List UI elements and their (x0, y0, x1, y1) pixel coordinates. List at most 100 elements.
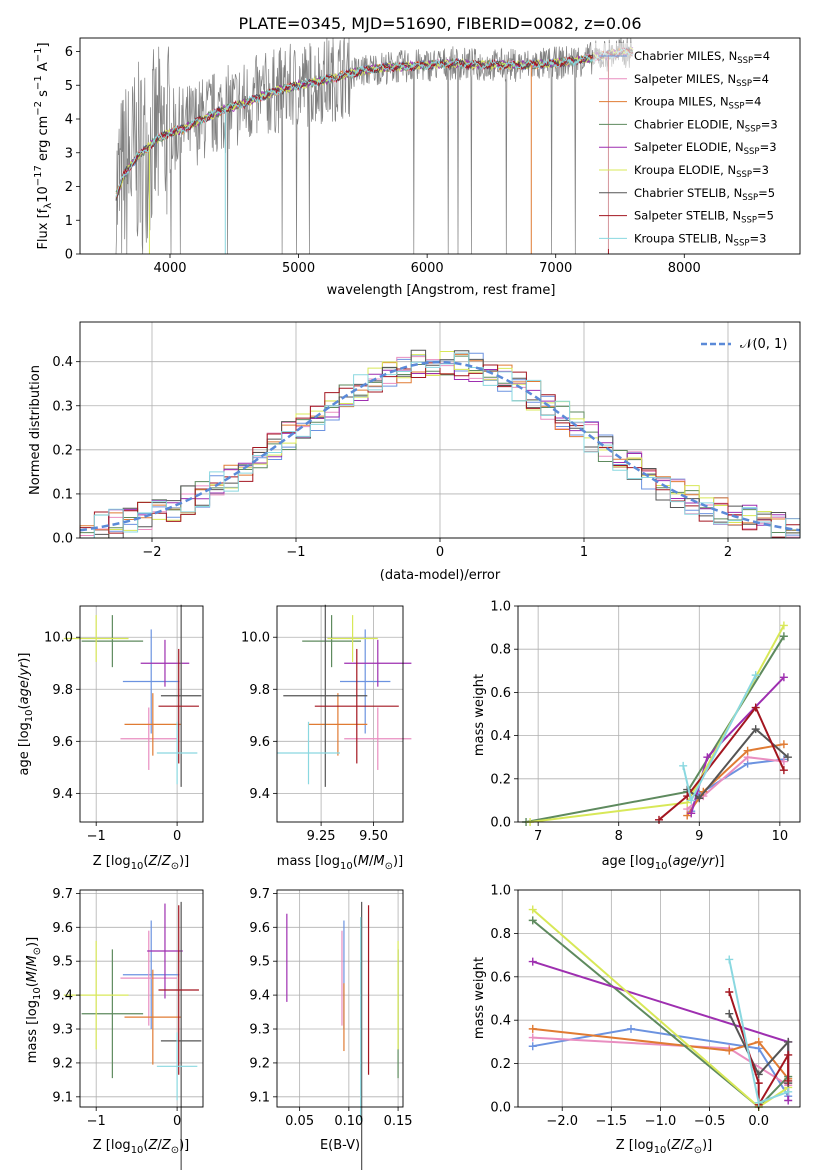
y-tick-label: 0.3 (52, 399, 73, 414)
weight-marker (528, 1024, 537, 1033)
weight-marker (725, 1009, 734, 1018)
x-tick-label: 4000 (153, 261, 186, 276)
residuals-xlabel: (data-model)/error (380, 568, 501, 583)
weight-line (532, 1027, 790, 1097)
x-tick-label: −0.5 (694, 1114, 726, 1129)
legend-entry-chabrier-elodie: Chabrier ELODIE, NSSP=3 (634, 117, 778, 134)
legend-entry-chabrier-stelib: Chabrier STELIB, NSSP=5 (634, 186, 775, 203)
weight-marker (779, 673, 788, 682)
y-tick-label: 9.5 (52, 955, 73, 970)
legend-entry-salpeter-stelib: Salpeter STELIB, NSSP=5 (634, 209, 774, 226)
spectrum-ylabel: Flux [fλ10−17 erg cm−2 s−1 A−1] (33, 42, 54, 249)
age-vs-mass-axes: 9.25 9.50 9.4 9.6 9.8 10.0 (241, 605, 404, 844)
y-tick-label: 9.8 (52, 683, 73, 698)
gaussian-curve (79, 360, 801, 532)
y-tick-label: 9.5 (249, 955, 270, 970)
x-tick-label: 0.10 (334, 1114, 363, 1129)
residuals-panel: −2 −1 0 1 2 0.0 0.1 0.2 0.3 0.4 𝒩(0, 1) (data-mod… (28, 321, 801, 583)
x-tick-label: 7 (534, 829, 542, 844)
weight-marker (655, 815, 663, 824)
y-tick-label: 4 (65, 113, 73, 128)
legend-entry-chabrier-miles: Chabrier MILES, NSSP=4 (634, 49, 770, 66)
y-tick-label: 0.6 (490, 970, 511, 985)
weight-marker (687, 796, 696, 805)
weight-marker (754, 1079, 763, 1088)
x-tick-label: 7000 (539, 261, 572, 276)
errorbar-salpeter-miles (120, 707, 178, 770)
residuals-legend: 𝒩(0, 1) (701, 337, 787, 352)
spectrum-legend: Chabrier MILES, NSSP=4 Salpeter MILES, NS… (593, 43, 797, 249)
errorbar-kroupa-elodie (63, 615, 129, 662)
y-tick-label: 9.2 (249, 1056, 270, 1071)
legend-entry-salpeter-miles: Salpeter MILES, NSSP=4 (634, 72, 769, 89)
age-vs-z-frame (79, 605, 204, 823)
y-tick-label: 9.3 (249, 1023, 270, 1038)
errorbar-salpeter-elodie (147, 903, 183, 999)
weight-marker (751, 703, 760, 712)
x-tick-label: 1 (580, 545, 588, 560)
errorbar-kroupa-miles (308, 693, 368, 756)
x-tick-label: −1.0 (645, 1114, 677, 1129)
weight-vs-metallicity-plot-area: −2.0 −1.5 −1.0 −0.5 0.0 0.0 0.2 0.4 0.6 0.8 1.0 (490, 884, 801, 1129)
observed-spectrum-line (115, 37, 634, 255)
y-tick-label: 0.8 (490, 927, 511, 942)
age-vs-metallicity-xlabel: Z [log10(Z/Z⊙)] (93, 854, 190, 872)
weight-marker (779, 632, 788, 641)
y-tick-label: 10.0 (241, 631, 270, 646)
mass-vs-ebv-grid (277, 890, 403, 1107)
x-tick-label: 8000 (668, 261, 701, 276)
errorbar-chabrier-miles (340, 629, 391, 734)
age-vs-mass-plot-area: 9.25 9.50 9.4 9.6 9.8 10.0 (241, 604, 412, 844)
weight-marker (528, 905, 537, 914)
y-tick-label: 1.0 (490, 600, 511, 615)
errorbar-chabrier-elodie (81, 615, 144, 668)
errorbar-kroupa-miles (124, 969, 182, 1065)
errorbar-kroupa-elodie (327, 615, 378, 662)
weight-vs-age-panel: 7 8 9 10 0.0 0.2 0.4 0.6 0.8 1.0 age [log10(age/y… (472, 600, 801, 872)
y-tick-label: 0 (65, 248, 73, 263)
mass-vs-ebv-frame (276, 889, 404, 1108)
weight-marker (784, 1037, 793, 1046)
mass-vs-z-axes: −1 0 9.1 9.2 9.3 9.4 9.5 9.6 9.7 (52, 887, 204, 1129)
errorbar-chabrier-miles (122, 920, 180, 1030)
weight-marker (528, 1042, 537, 1051)
weight-vs-age-ylabel: mass weight (472, 674, 487, 756)
y-tick-label: 9.7 (52, 887, 73, 902)
spectrum-axes: 4000 5000 6000 7000 8000 0 1 2 3 4 5 6 (65, 37, 801, 276)
errorbar-salpeter-stelib (158, 648, 199, 764)
weight-marker (783, 753, 792, 762)
mass-vs-z-marks (63, 901, 202, 1170)
residuals-ylabel: Normed distribution (28, 365, 43, 495)
mass-vs-ebv-marks (286, 901, 399, 1170)
weight-marker (743, 746, 752, 755)
spectrum-xlabel: wavelength [Angstrom, rest frame] (327, 283, 556, 298)
x-tick-label: −1 (87, 1114, 106, 1129)
weight-series-salpeter-stelib (655, 703, 788, 824)
y-tick-label: 0.4 (490, 729, 511, 744)
age-vs-mass-frame (276, 605, 404, 823)
y-tick-label: 9.6 (52, 735, 73, 750)
x-tick-label: 8 (615, 829, 623, 844)
mass-vs-ebv-plot-area: 0.05 0.10 0.15 9.1 9.2 9.3 9.4 9.5 9.6 9.7 (249, 887, 413, 1170)
y-tick-label: 5 (65, 79, 73, 94)
y-tick-label: 0.2 (490, 1057, 511, 1072)
model-spectrum-kroupa-stelib (115, 47, 634, 198)
y-tick-label: 9.1 (249, 1090, 270, 1105)
weight-vs-z-axes: −2.0 −1.5 −1.0 −0.5 0.0 0.0 0.2 0.4 0.6 0.8 1.0 (490, 884, 801, 1129)
residual-histogram-kroupa-stelib (80, 352, 801, 539)
x-tick-label: −1 (87, 829, 106, 844)
y-tick-label: 1 (65, 214, 73, 229)
weight-marker (779, 766, 788, 775)
weight-line (686, 743, 785, 817)
x-tick-label: 10 (772, 829, 789, 844)
x-tick-label: −1.5 (596, 1114, 628, 1129)
spectrum-plot-area: 4000 5000 6000 7000 8000 0 1 2 3 4 5 6 (65, 37, 801, 276)
weight-marker (626, 1024, 635, 1033)
age-vs-mass-xlabel: mass [log10(M/M⊙)] (277, 854, 403, 872)
weight-vs-age-axes: 7 8 9 10 0.0 0.2 0.4 0.6 0.8 1.0 (490, 600, 801, 844)
errorbar-salpeter-miles (344, 707, 412, 770)
y-tick-label: 0.0 (52, 532, 73, 547)
age-vs-mass-marks (277, 604, 412, 787)
weight-marker (779, 621, 788, 630)
weight-marker (784, 1096, 793, 1105)
